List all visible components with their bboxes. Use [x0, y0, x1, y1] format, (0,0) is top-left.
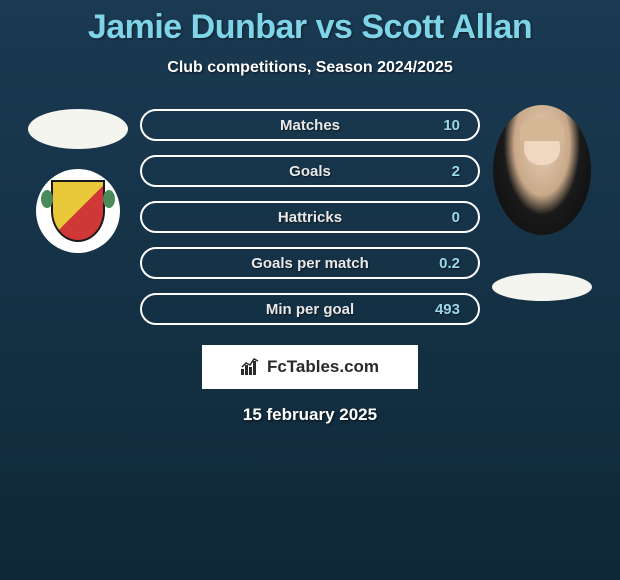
page-subtitle: Club competitions, Season 2024/2025 [0, 59, 620, 77]
right-player-photo [493, 105, 591, 235]
stat-row-matches: Matches 10 [140, 109, 480, 141]
left-player-photo-placeholder [28, 109, 128, 149]
stat-right-value: 10 [410, 117, 460, 134]
stat-right-value: 0 [410, 209, 460, 226]
stat-row-min-per-goal: Min per goal 493 [140, 293, 480, 325]
stat-label: Goals [210, 163, 410, 180]
stat-right-value: 0.2 [410, 255, 460, 272]
stat-right-value: 2 [410, 163, 460, 180]
right-player-panel [492, 105, 592, 301]
footer: FcTables.com 15 february 2025 [0, 345, 620, 425]
stat-row-goals-per-match: Goals per match 0.2 [140, 247, 480, 279]
footer-date: 15 february 2025 [243, 405, 377, 425]
stat-label: Hattricks [210, 209, 410, 226]
left-player-panel [28, 105, 128, 253]
left-club-badge [36, 169, 120, 253]
stats-column: Matches 10 Goals 2 Hattricks 0 Goals per… [140, 105, 480, 325]
right-club-badge-placeholder [492, 273, 592, 301]
chart-icon [241, 357, 263, 380]
stat-label: Matches [210, 117, 410, 134]
stat-row-hattricks: Hattricks 0 [140, 201, 480, 233]
main-row: Matches 10 Goals 2 Hattricks 0 Goals per… [0, 105, 620, 325]
stat-label: Goals per match [210, 255, 410, 272]
page-title: Jamie Dunbar vs Scott Allan [0, 8, 620, 47]
infographic-root: Jamie Dunbar vs Scott Allan Club competi… [0, 0, 620, 425]
stat-label: Min per goal [210, 301, 410, 318]
brand-text: FcTables.com [267, 357, 379, 377]
stat-right-value: 493 [410, 301, 460, 318]
brand-logo: FcTables.com [202, 345, 418, 389]
annan-athletic-crest-icon [51, 180, 105, 242]
stat-row-goals: Goals 2 [140, 155, 480, 187]
